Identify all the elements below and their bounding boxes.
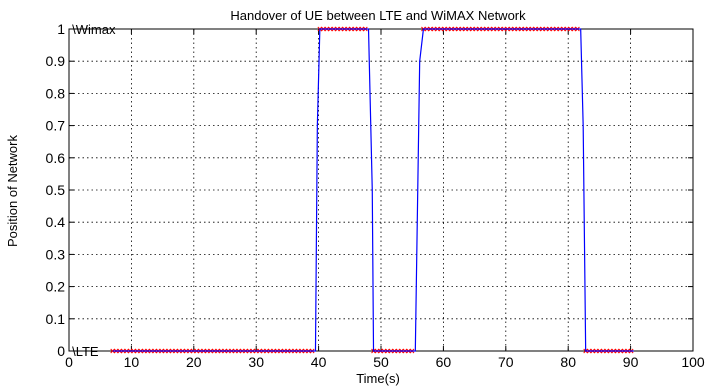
x-axis: 0 10 20 30 40 50 60 70 80 90 100 [65, 29, 705, 370]
series-line [112, 28, 634, 352]
y-tick-label: 1 [57, 21, 65, 37]
x-tick-label: 0 [65, 354, 73, 370]
series-group [110, 26, 634, 354]
annotation-label: \LTE [72, 344, 99, 359]
chart-title: Handover of UE between LTE and WiMAX Net… [230, 8, 526, 23]
y-tick-label: 0.3 [46, 246, 66, 262]
x-tick-label: 60 [436, 354, 452, 370]
y-tick-label: 0 [57, 343, 65, 359]
x-tick-label: 90 [623, 354, 639, 370]
annotations: \Wimax \LTE [72, 22, 116, 359]
x-tick-label: 50 [373, 354, 389, 370]
x-tick-label: 70 [498, 354, 514, 370]
annotation-label: \Wimax [72, 22, 116, 37]
y-tick-label: 0.8 [46, 85, 66, 101]
y-axis: 0 0.1 0.2 0.3 0.4 0.5 0.6 0.7 0.8 0.9 1 [46, 21, 693, 359]
x-tick-label: 30 [248, 354, 264, 370]
x-tick-label: 10 [124, 354, 140, 370]
x-tick-label: 40 [311, 354, 327, 370]
y-tick-label: 0.6 [46, 150, 66, 166]
x-tick-label: 100 [681, 354, 705, 370]
y-tick-label: 0.2 [46, 279, 66, 295]
y-axis-label: Position of Network [5, 135, 20, 247]
grid [69, 29, 693, 351]
x-axis-label: Time(s) [356, 371, 400, 386]
y-tick-label: 0.1 [46, 311, 66, 327]
x-tick-label: 20 [186, 354, 202, 370]
y-tick-label: 0.7 [46, 118, 66, 134]
x-tick-label: 80 [560, 354, 576, 370]
y-tick-label: 0.5 [46, 182, 66, 198]
y-tick-label: 0.4 [46, 214, 66, 230]
y-tick-label: 0.9 [46, 53, 66, 69]
